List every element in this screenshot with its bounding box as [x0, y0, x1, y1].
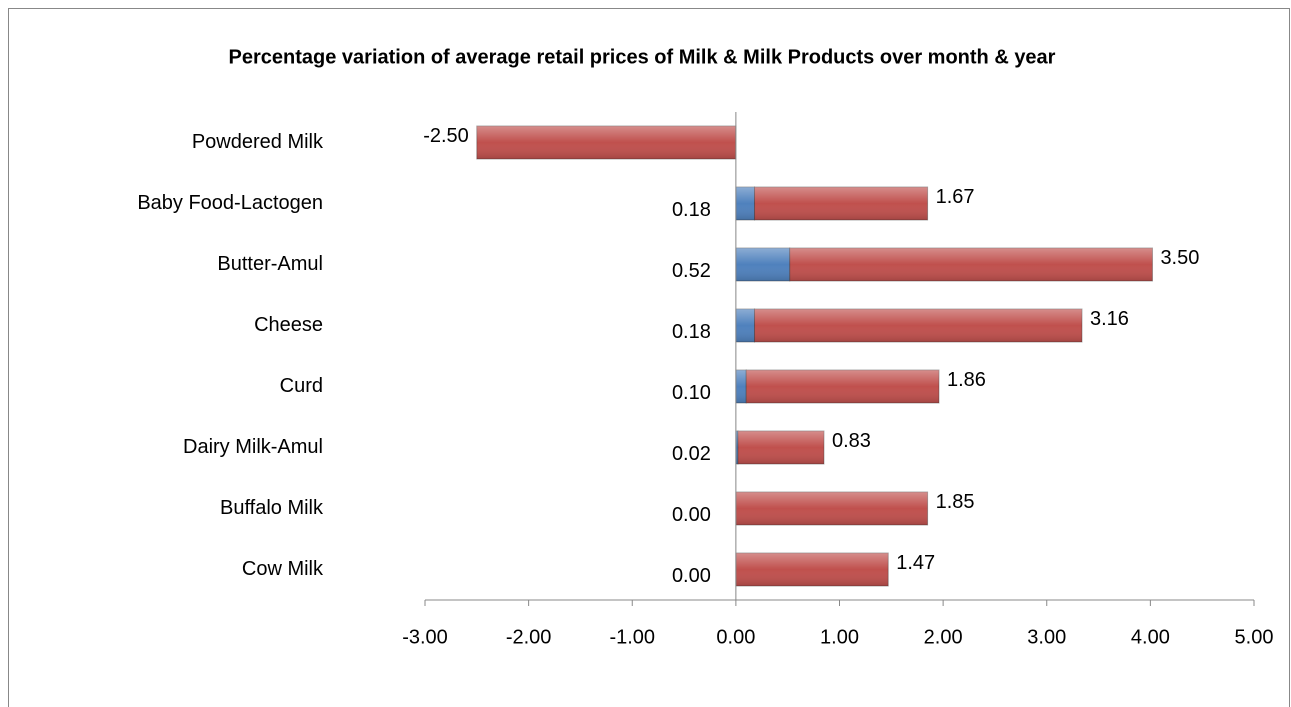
data-label: 0.52	[672, 260, 711, 282]
bar-shine	[735, 248, 790, 281]
bar-shine	[737, 431, 824, 464]
bar-shine	[735, 492, 928, 525]
data-label: 0.00	[672, 565, 711, 587]
y-tick-label: Buffalo Milk	[220, 497, 324, 519]
y-tick-label: Cheese	[254, 314, 323, 336]
y-tick-label: Dairy Milk-Amul	[183, 436, 323, 458]
data-label: 3.16	[1090, 308, 1129, 330]
data-label: 1.86	[947, 369, 986, 391]
bar-shine	[735, 431, 738, 464]
data-label: 0.00	[672, 504, 711, 526]
data-label: 1.47	[896, 552, 935, 574]
x-tick-label: 2.00	[924, 626, 963, 648]
data-label: 0.18	[672, 321, 711, 343]
data-label: -2.50	[423, 125, 469, 147]
bar-shine	[746, 370, 939, 403]
x-tick-label: 0.00	[716, 626, 755, 648]
chart-title: Percentage variation of average retail p…	[229, 46, 1056, 68]
y-tick-label: Cow Milk	[242, 558, 324, 580]
data-label: 0.10	[672, 382, 711, 404]
data-label: 0.02	[672, 443, 711, 465]
bar-shine	[735, 370, 747, 403]
bar-shine	[789, 248, 1153, 281]
bar-shine	[754, 309, 1082, 342]
x-tick-label: 4.00	[1131, 626, 1170, 648]
y-tick-label: Powdered Milk	[192, 131, 324, 153]
bar-shine	[754, 187, 928, 220]
chart-border	[8, 8, 1290, 707]
data-label: 1.67	[936, 186, 975, 208]
bar-shine	[735, 553, 889, 586]
x-tick-label: 3.00	[1027, 626, 1066, 648]
data-label: 3.50	[1160, 247, 1199, 269]
data-label: 1.85	[936, 491, 975, 513]
y-tick-label: Curd	[280, 375, 323, 397]
x-tick-label: -1.00	[609, 626, 655, 648]
x-tick-label: 1.00	[820, 626, 859, 648]
bar-shine	[735, 187, 755, 220]
bar-shine	[476, 126, 736, 159]
x-tick-label: 5.00	[1235, 626, 1274, 648]
data-label: 0.18	[672, 199, 711, 221]
data-label: 0.83	[832, 430, 871, 452]
x-tick-label: -3.00	[402, 626, 448, 648]
x-tick-label: -2.00	[506, 626, 552, 648]
bar-shine	[735, 309, 755, 342]
y-tick-label: Baby Food-Lactogen	[137, 192, 323, 214]
y-tick-label: Butter-Amul	[217, 253, 323, 275]
